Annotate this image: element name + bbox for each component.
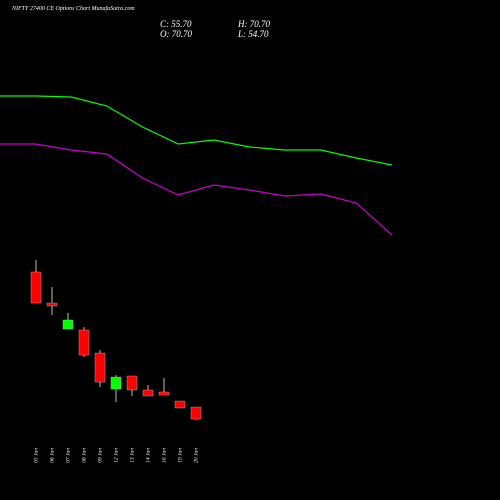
ohlc-close: C: 55.70 [160,19,192,29]
x-tick-label: 19 Jun [177,448,183,463]
x-tick-label: 16 Jun [161,448,167,463]
candle-body [94,352,106,383]
x-tick-label: 06 Jun [49,448,55,463]
candle-body [174,400,186,409]
candle-body [110,376,122,390]
candle-body [62,319,74,330]
candle-body [142,389,154,397]
line-series [0,95,393,166]
candle-body [78,329,90,356]
x-tick-label: 08 Jun [81,448,87,463]
x-tick-label: 13 Jun [129,448,135,463]
x-tick-label: 07 Jun [65,448,71,463]
ohlc-low: L: 54.70 [237,29,269,39]
x-tick-label: 09 Jun [97,448,103,463]
x-tick-label: 14 Jun [144,448,151,463]
chart-title: NIFTY 27400 CE Options Chart MunafaSutra… [11,5,135,12]
ohlc-open: O: 70.70 [160,29,192,39]
x-tick-label: 05 Jun [33,448,39,463]
x-tick-label: 20 Jun [193,448,199,463]
line-series [0,143,393,236]
ohlc-high: H: 70.70 [237,19,270,29]
candle-body [126,375,138,391]
candle-body [46,302,58,307]
candle-body [158,391,170,396]
candle-body [190,406,202,420]
x-tick-label: 12 Jun [113,448,119,463]
candle-body [30,271,42,304]
